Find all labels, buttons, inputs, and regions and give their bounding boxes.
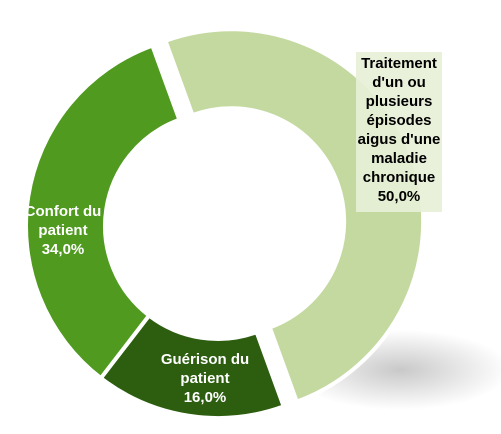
slice-label: Traitement d'un ou plusieurs épisodes ai…	[356, 52, 442, 212]
value-label: 50,0%	[377, 188, 421, 205]
slice-label: Guérison du patient 16,0%	[150, 350, 260, 407]
slice-label: Confort du patient 34,0%	[14, 202, 112, 259]
category-label: Traitement d'un ou plusieurs épisodes ai…	[357, 55, 441, 186]
slice	[24, 43, 182, 381]
value-label: 34,0%	[41, 241, 85, 258]
category-label: Guérison du patient	[160, 351, 250, 387]
value-label: 16,0%	[183, 389, 227, 406]
category-label: Confort du patient	[24, 203, 102, 239]
